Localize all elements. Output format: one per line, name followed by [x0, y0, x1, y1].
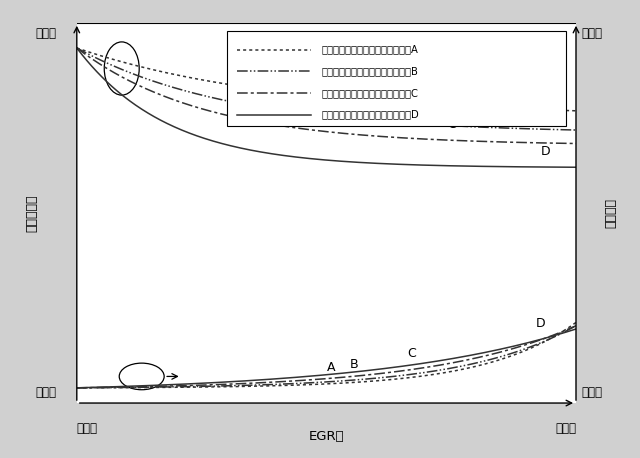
Text: （多）: （多） [36, 27, 57, 40]
Text: A: A [362, 78, 371, 91]
Text: A: A [327, 361, 335, 374]
Text: （低）: （低） [76, 422, 97, 435]
Text: オゾン供給あり、気流強化なし　B: オゾン供給あり、気流強化なし B [321, 66, 419, 76]
Text: オゾン供給なし、気流強化なし　A: オゾン供給なし、気流強化なし A [321, 44, 419, 55]
Text: B: B [349, 358, 358, 371]
Text: D: D [541, 145, 551, 158]
Text: B: B [397, 100, 406, 113]
Text: オゾン供給あり、気流強化あり　D: オゾン供給あり、気流強化あり D [321, 109, 419, 120]
Text: （高）: （高） [556, 422, 577, 435]
Text: EGR率: EGR率 [308, 430, 344, 442]
Text: C: C [447, 118, 456, 131]
Text: オゾン供給なし、気流強化あり　C: オゾン供給なし、気流強化あり C [321, 88, 419, 98]
Text: 排気還流量: 排気還流量 [26, 194, 38, 232]
Text: （低）: （低） [581, 386, 602, 399]
Text: （少）: （少） [36, 386, 57, 399]
Text: C: C [407, 347, 415, 360]
Text: D: D [536, 317, 546, 330]
Bar [227, 31, 566, 125]
Text: （高）: （高） [581, 27, 602, 40]
Text: 変化係数: 変化係数 [604, 198, 618, 228]
